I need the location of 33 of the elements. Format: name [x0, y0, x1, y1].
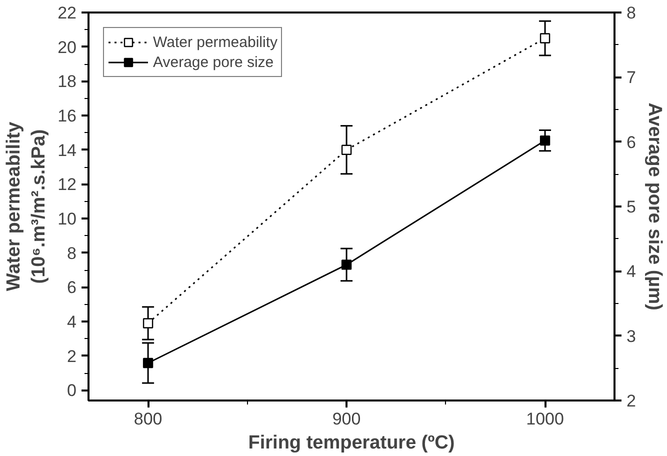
y-tick-label: 16: [58, 106, 77, 126]
y-tick-label: 4: [67, 312, 77, 332]
y-tick-label: 0: [67, 381, 77, 400]
y-axis-title: Water permeability (10⁶.m³/m².s.kPa): [3, 121, 50, 292]
x-tick-label: 800: [134, 410, 162, 428]
point: [341, 260, 352, 270]
y2-tick-label: 8: [626, 4, 636, 22]
point: [142, 358, 154, 368]
y-tick-label: 2: [67, 346, 77, 366]
y-tick-label: 14: [58, 140, 77, 160]
y-tick-label: 10: [58, 210, 77, 229]
y2-tick-label: 7: [626, 68, 636, 88]
y-tick-label: 20: [58, 38, 77, 57]
y2-tick-label: 2: [626, 392, 636, 410]
y2-axis-title: Average pore size (µm): [644, 102, 665, 310]
x-axis-title: Firing temperature (ºC): [248, 432, 455, 454]
legend-label: Average pore size: [153, 54, 274, 70]
y2-tick-label: 4: [626, 262, 636, 282]
y-tick-label: 8: [67, 244, 77, 263]
y2-tick-label: 3: [626, 326, 636, 346]
point: [142, 318, 154, 328]
point: [540, 135, 550, 146]
x-tick-label: 1000: [526, 410, 564, 428]
x-tick-label: 900: [332, 410, 361, 428]
y-tick-label: 6: [67, 278, 77, 298]
y2-tick-label: 5: [626, 198, 636, 216]
point: [540, 33, 550, 44]
y2-tick-label: 6: [626, 132, 636, 152]
legend-label: Water permeability: [153, 34, 278, 50]
y-tick-label: 22: [58, 4, 77, 22]
y-tick-label: 12: [58, 175, 77, 194]
y-tick-label: 18: [58, 72, 77, 92]
point: [341, 144, 352, 155]
